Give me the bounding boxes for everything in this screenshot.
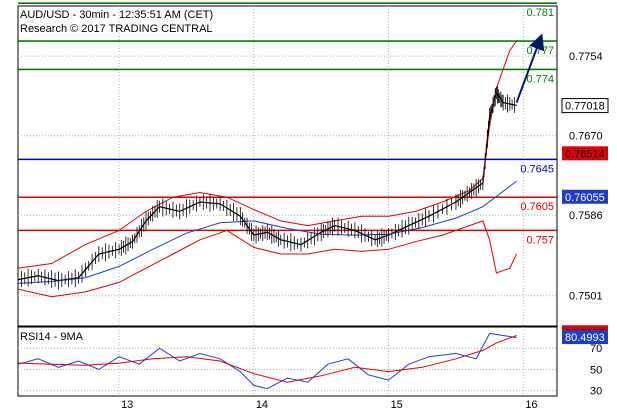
level-label: 0.7605 — [520, 201, 554, 213]
rsi-frame — [17, 326, 558, 397]
level-label: 0.757 — [526, 234, 554, 246]
price-tag-label: 0.76055 — [565, 192, 605, 204]
y-tick-label: 0.7754 — [569, 51, 603, 63]
rsi-y-tick-label: 30 — [590, 386, 602, 398]
rsi-y-tick-label: 50 — [590, 364, 602, 376]
y-tick-label: 0.7501 — [569, 291, 603, 303]
price-tag — [562, 146, 608, 161]
rsi-y-tick-label: 70 — [590, 343, 602, 355]
price-tag-label: 80.4993 — [565, 332, 605, 344]
x-tick-label: 15 — [391, 399, 403, 411]
y-tick-label: 0.7670 — [569, 131, 603, 143]
x-axis: 13 14 15 16 — [121, 399, 538, 411]
level-label: 0.774 — [526, 73, 554, 85]
x-tick-label: 13 — [121, 399, 133, 411]
rsi-line — [17, 332, 517, 390]
chart-subtitle: Research © 2017 TRADING CENTRAL — [20, 23, 213, 35]
level-label: 0.7645 — [520, 163, 554, 175]
price-tag-label: 0.76514 — [565, 148, 605, 160]
x-tick-label: 14 — [256, 399, 268, 411]
price-tag — [562, 189, 608, 204]
moving-average-line — [17, 180, 517, 284]
price-bars — [17, 85, 515, 290]
forecast-arrow — [515, 33, 545, 103]
price-frame — [17, 5, 558, 327]
level-label: 0.781 — [526, 7, 554, 19]
rsi-ma-line — [17, 335, 517, 383]
chart-title: AUD/USD - 30min - 12:35:51 AM (CET) — [20, 9, 214, 21]
bollinger-lower-line — [17, 220, 518, 298]
level-label: 0.777 — [526, 45, 554, 57]
x-tick-label: 16 — [525, 399, 537, 411]
price-panel: 0.7754 0.7670 0.7586 0.7501 0.781 0.777 0.774 0… — [17, 2, 609, 327]
y-tick-label: 0.7586 — [569, 210, 603, 222]
price-tag-label: 0.77018 — [565, 101, 605, 113]
price-tag — [561, 98, 609, 114]
price-tag — [562, 330, 608, 345]
rsi-label: RSI14 - 9MA — [20, 331, 84, 343]
